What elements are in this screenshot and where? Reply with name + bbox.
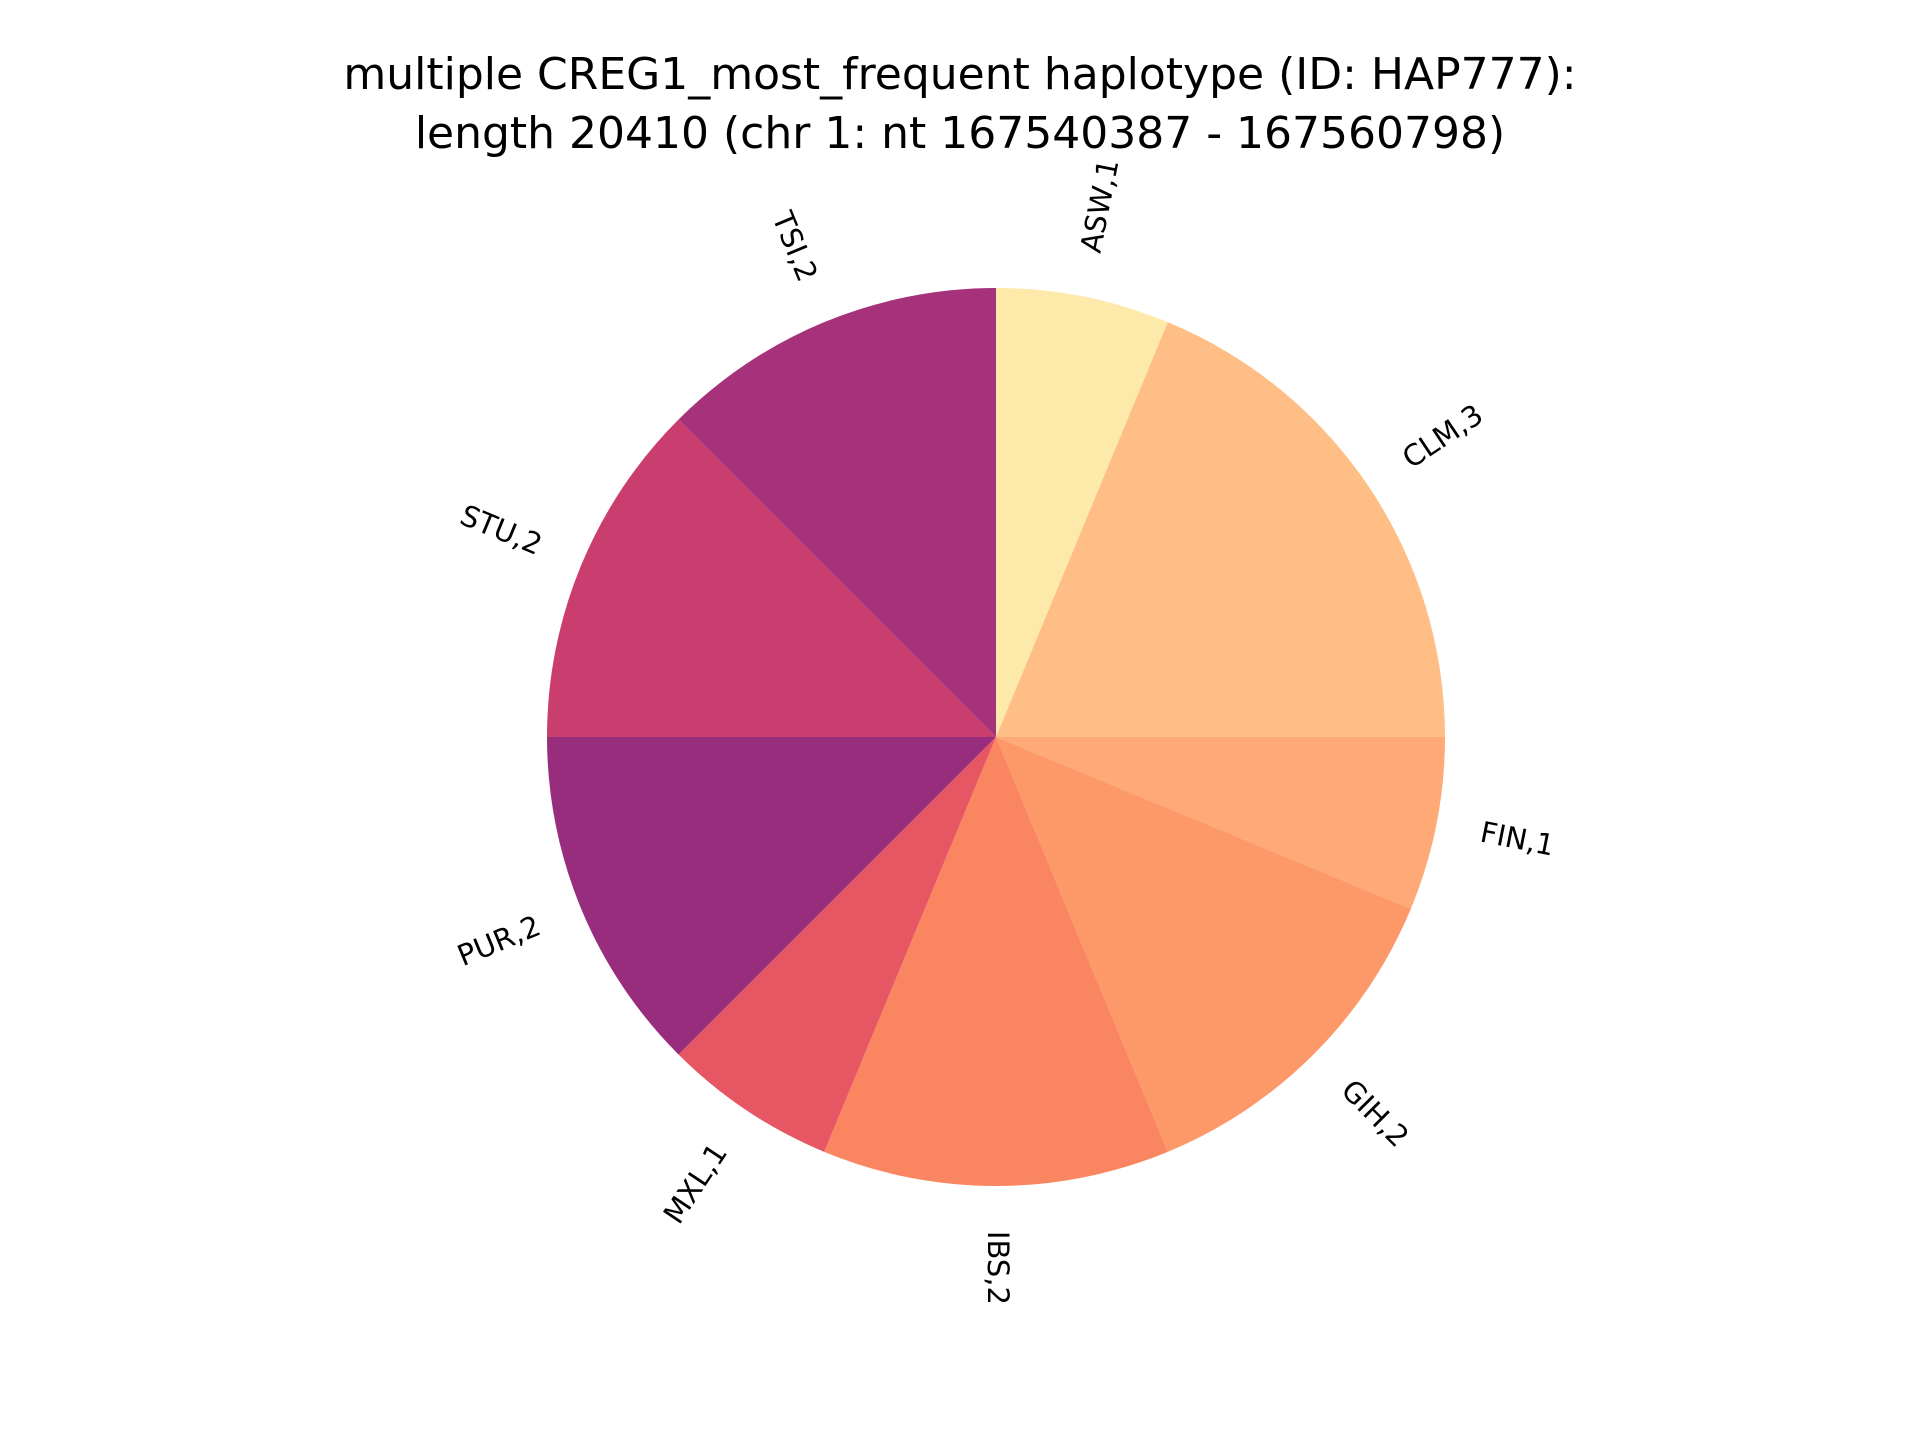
pie-label-stu: STU,2 [455,498,547,562]
pie-label-tsi: TSI,2 [765,206,824,287]
pie-label-ibs: IBS,2 [981,1231,1015,1305]
pie-slice-ibs [824,737,1168,1186]
chart-title-line-1: multiple CREG1_most_frequent haplotype (… [343,49,1576,100]
pie-label-asw: ASW,1 [1074,156,1126,255]
chart-title-line-2: length 20410 (chr 1: nt 167540387 - 1675… [415,108,1505,159]
pie-label-mxl: MXL,1 [657,1137,735,1230]
pie-label-fin: FIN,1 [1477,815,1557,863]
pie-slice-tsi [678,288,996,737]
pie-slices [547,288,1445,1186]
pie-slice-mxl [678,737,996,1152]
pie-slice-fin [996,737,1445,909]
pie-label-gih: GIH,2 [1335,1073,1416,1154]
pie-slice-gih [996,737,1411,1152]
pie-slice-asw [996,288,1168,737]
pie-label-pur: PUR,2 [452,908,545,973]
pie-label-clm: CLM,3 [1396,397,1489,475]
pie-slice-pur [547,737,996,1055]
pie-slice-clm [996,322,1445,737]
pie-slice-stu [547,419,996,737]
